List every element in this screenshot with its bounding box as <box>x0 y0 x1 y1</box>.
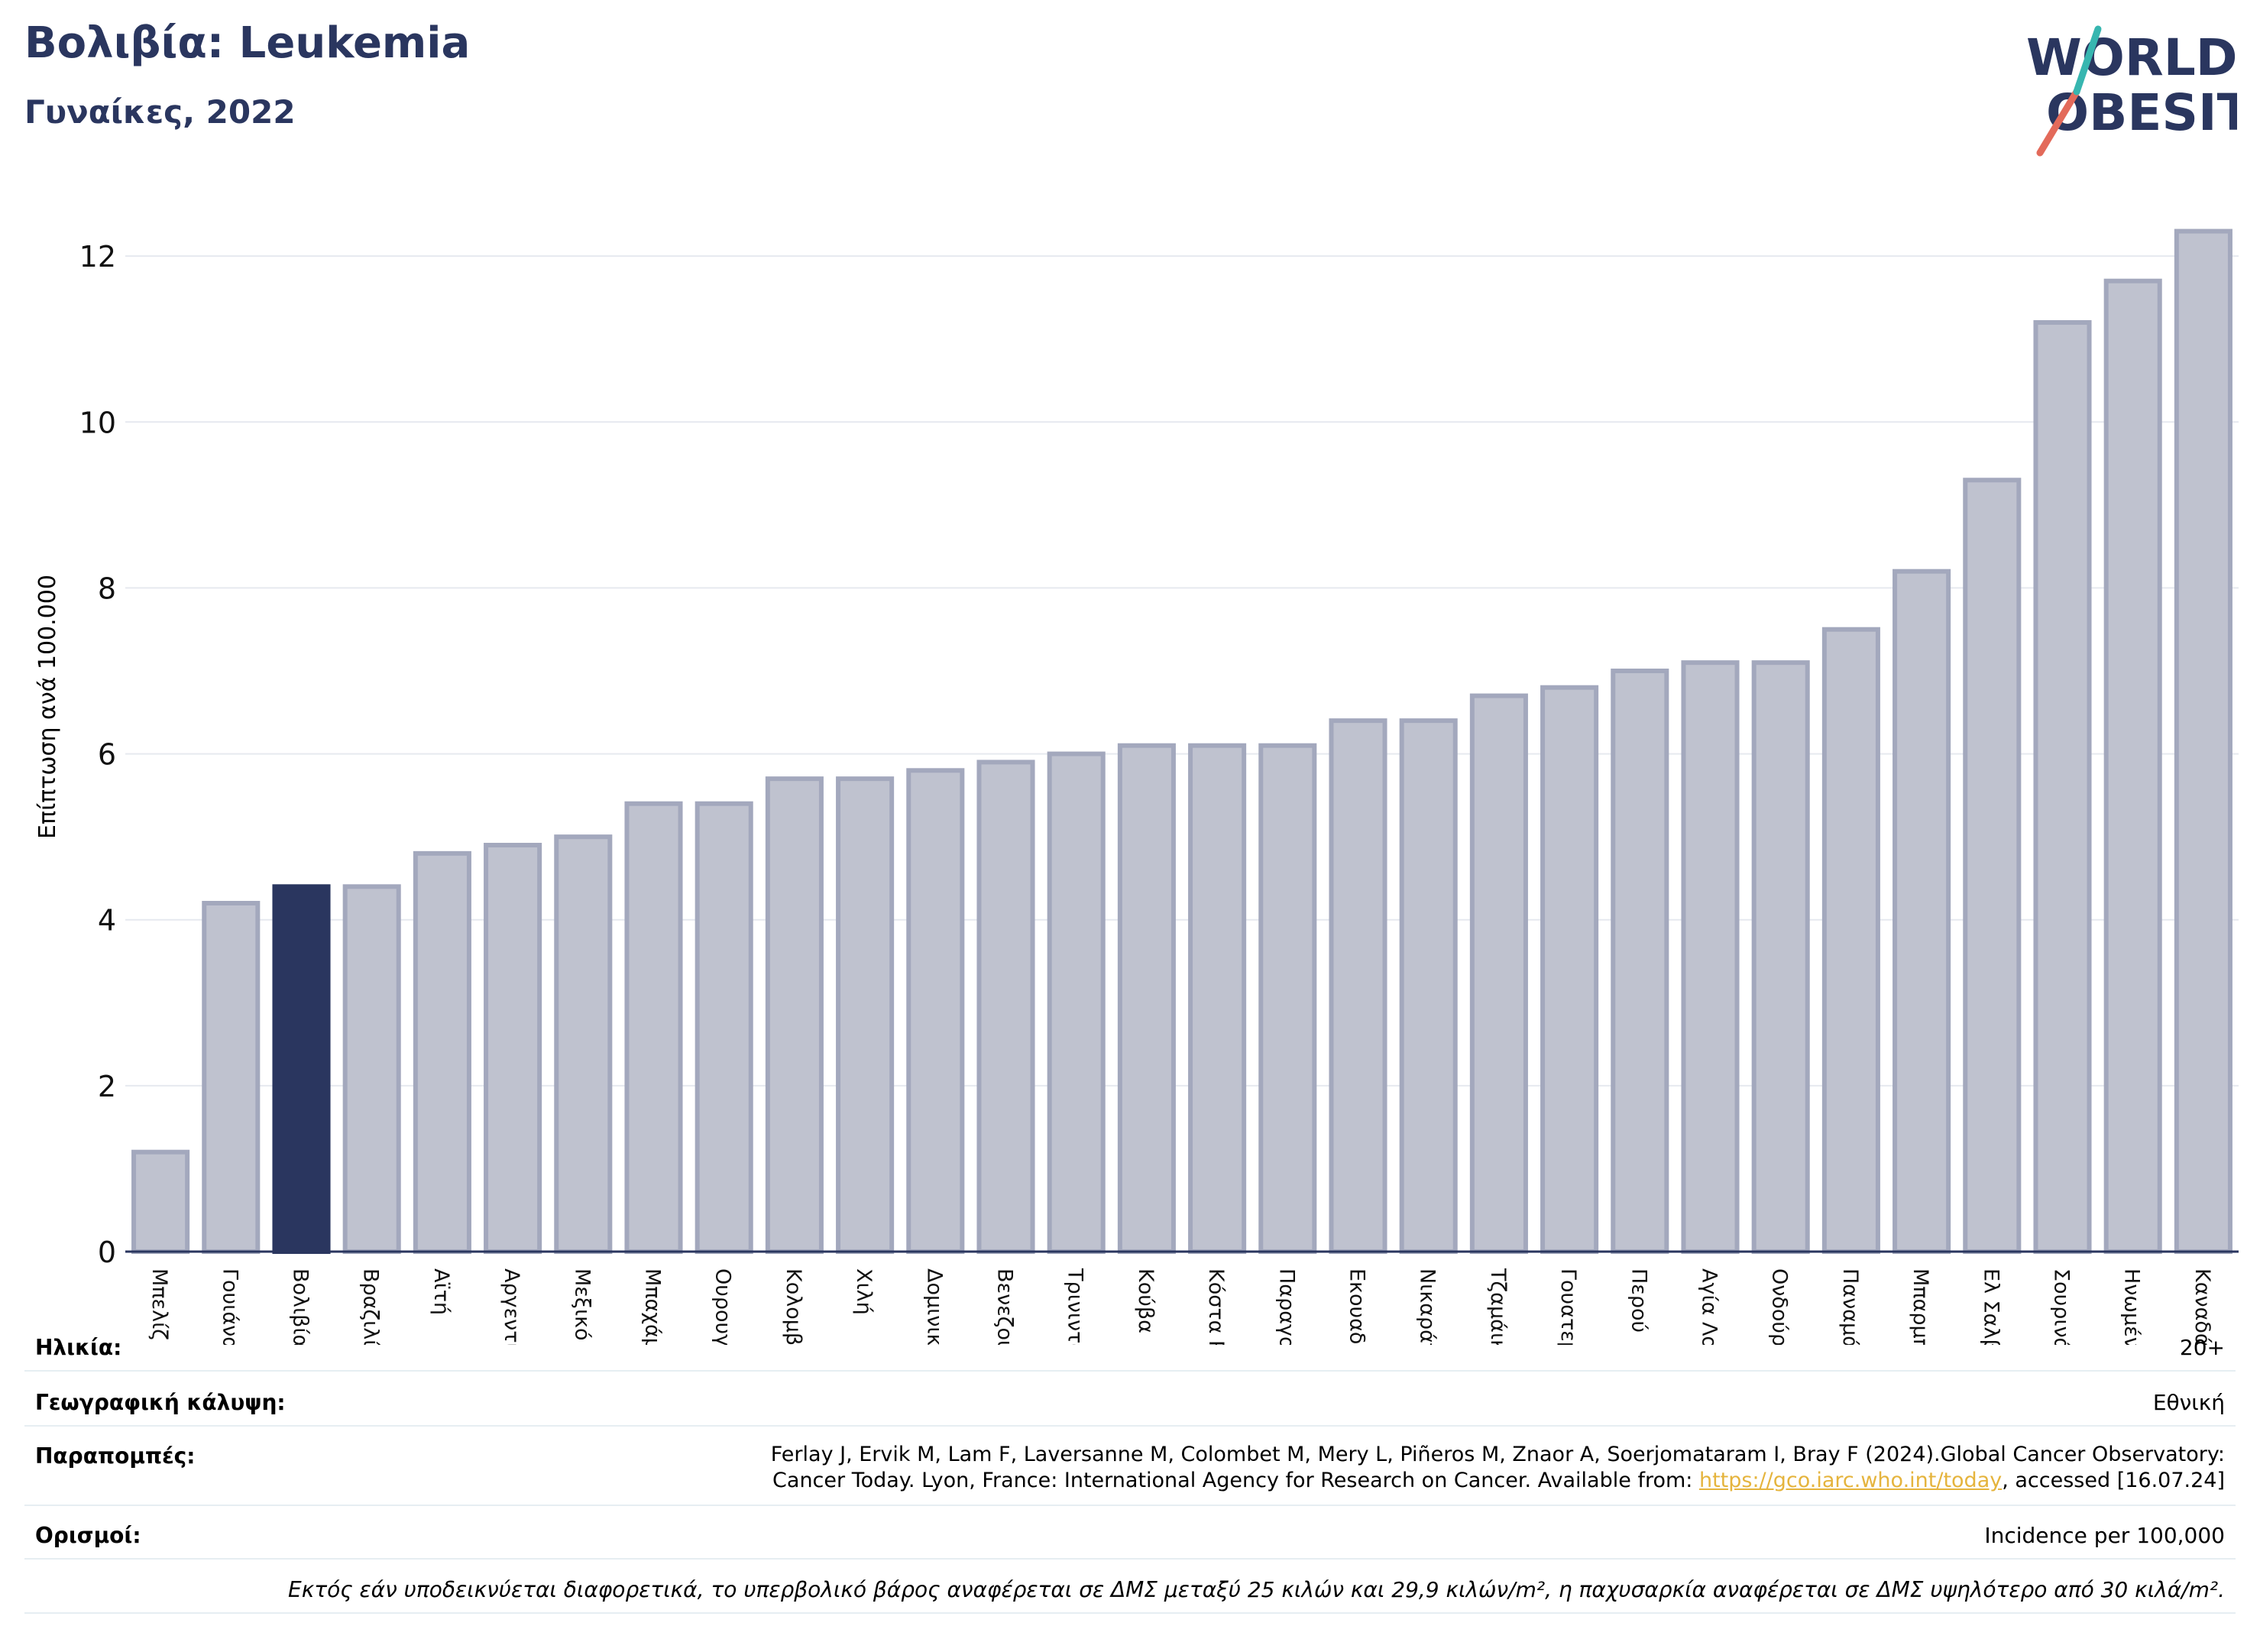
bar-5 <box>484 843 542 1254</box>
bar-21 <box>1611 669 1669 1254</box>
bar-chart: 0 2 4 6 8 10 12 Μπελίζ Γουιάνα Βολιβία Βραζιλία Αϊ… <box>34 228 2239 1345</box>
y-tick-label: 12 <box>79 240 116 274</box>
bar-1 <box>202 901 261 1254</box>
bar-19 <box>1469 693 1528 1254</box>
x-tick-label: Χιλή <box>852 1268 876 1315</box>
meta-age-row: Ηλικία: 20+ <box>24 1318 2236 1372</box>
x-tick-label: Δομινικανή Δημοκρατία <box>922 1268 946 1345</box>
x-tick-label: Μπαρμπάντος <box>1909 1268 1932 1345</box>
y-axis-ticks: 0 2 4 6 8 10 12 <box>79 240 116 1269</box>
x-tick-label: Τρινιντάντ και Τομπάγκο <box>1064 1268 1087 1345</box>
x-tick-label: Ελ Σαλβαδόρ <box>1979 1268 2003 1345</box>
y-tick-label: 2 <box>98 1070 116 1103</box>
bar-26 <box>1963 478 2022 1254</box>
x-tick-label: Παναμάς <box>1838 1268 1862 1345</box>
bar-12 <box>976 760 1035 1254</box>
bar-3 <box>342 884 401 1255</box>
coverage-value: Εθνική <box>2152 1390 2225 1415</box>
bar-28 <box>2103 278 2162 1255</box>
bar-14 <box>1117 743 1176 1254</box>
chart-subtitle: Γυναίκες, 2022 <box>24 93 296 131</box>
x-tick-label: Καναδάς <box>2190 1268 2214 1345</box>
bar-20 <box>1540 685 1599 1254</box>
bar-24 <box>1821 627 1880 1254</box>
y-axis-label: Επίπτωση ανά 100.000 <box>34 575 61 839</box>
x-tick-label: Γουιάνα <box>218 1268 241 1345</box>
x-tick-label: Κόστα Ρίκα <box>1204 1268 1228 1345</box>
x-tick-label: Ονδούρα <box>1768 1268 1792 1345</box>
references-line2: Cancer Today. Lyon, France: Internationa… <box>772 1469 2225 1492</box>
logo-line1: WORLD <box>2026 28 2237 87</box>
bar-2 <box>272 884 331 1255</box>
x-tick-label: Γουατεμάλα <box>1556 1268 1580 1345</box>
x-tick-label: Κούβα <box>1134 1268 1158 1333</box>
x-tick-label: Αργεντινή <box>500 1268 523 1345</box>
bar-18 <box>1399 718 1458 1254</box>
x-tick-label: Αγία Λουκία <box>1698 1268 1721 1345</box>
y-tick-label: 10 <box>79 406 116 439</box>
bar-11 <box>906 768 965 1254</box>
bar-23 <box>1751 660 1810 1254</box>
meta-definitions-row: Ορισμοί: Incidence per 100,000 <box>24 1506 2236 1560</box>
bar-10 <box>836 776 895 1254</box>
x-axis-labels: Μπελίζ Γουιάνα Βολιβία Βραζιλία Αϊτή Αργεντιν… <box>147 1268 2214 1345</box>
y-tick-label: 4 <box>98 904 116 938</box>
footnote-divider <box>24 1612 2236 1614</box>
bar-15 <box>1188 743 1247 1254</box>
x-tick-label: Αϊτή <box>429 1268 453 1315</box>
coverage-label: Γεωγραφική κάλυψη: <box>35 1390 286 1415</box>
x-tick-label: Μπαχάμες <box>641 1268 665 1345</box>
world-obesity-logo: WORLD OBESITY <box>2026 25 2237 157</box>
age-label: Ηλικία: <box>35 1335 122 1360</box>
bars <box>131 228 2232 1255</box>
bar-8 <box>695 801 753 1254</box>
x-tick-label: Εκουαδόρ <box>1345 1268 1369 1345</box>
bar-13 <box>1047 751 1106 1254</box>
bar-25 <box>1893 568 1951 1254</box>
x-tick-label: Μεξικό <box>570 1268 594 1341</box>
x-tick-label: Βραζιλία <box>359 1268 383 1345</box>
definitions-label: Ορισμοί: <box>35 1523 141 1548</box>
bar-22 <box>1681 660 1740 1254</box>
bar-4 <box>413 850 471 1255</box>
y-tick-label: 6 <box>98 738 116 772</box>
chart-title: Βολιβία: Leukemia <box>24 18 471 68</box>
bar-16 <box>1258 743 1317 1254</box>
bar-27 <box>2033 320 2092 1254</box>
x-tick-label: Νικαράγουα <box>1416 1268 1439 1345</box>
bar-9 <box>765 776 824 1254</box>
x-tick-label: Τζαμάικα <box>1486 1268 1510 1345</box>
references-link[interactable]: https://gco.iarc.who.int/today <box>1698 1469 2003 1492</box>
x-tick-label: Βενεζουέλα <box>993 1268 1017 1345</box>
age-value: 20+ <box>2179 1335 2225 1360</box>
references-value: Ferlay J, Ervik M, Lam F, Laversanne M, … <box>771 1442 2225 1494</box>
x-tick-label: Περού <box>1627 1268 1650 1333</box>
x-tick-label: Σουρινάμ <box>2050 1268 2074 1345</box>
bar-17 <box>1329 718 1387 1254</box>
x-tick-label: Ουρουγουάη <box>711 1268 735 1345</box>
references-label: Παραπομπές: <box>35 1443 196 1469</box>
x-tick-label: Μπελίζ <box>147 1268 171 1340</box>
x-tick-label: Παραγουάη <box>1274 1268 1298 1345</box>
x-tick-label: Βολιβία <box>289 1268 312 1345</box>
meta-references-row: Παραπομπές: Ferlay J, Ervik M, Lam F, La… <box>24 1427 2236 1506</box>
x-tick-label: Ηνωμένες Πολιτείες <box>2120 1268 2144 1345</box>
bar-0 <box>131 1149 190 1254</box>
meta-coverage-row: Γεωγραφική κάλυψη: Εθνική <box>24 1372 2236 1427</box>
bar-7 <box>624 801 683 1254</box>
y-tick-label: 8 <box>98 572 116 605</box>
x-tick-label: Κολομβία <box>782 1268 805 1345</box>
bar-6 <box>554 834 613 1254</box>
y-tick-label: 0 <box>98 1236 116 1269</box>
references-line1: Ferlay J, Ervik M, Lam F, Laversanne M, … <box>770 1443 2225 1466</box>
bar-29 <box>2174 228 2232 1255</box>
definitions-value: Incidence per 100,000 <box>1984 1523 2225 1548</box>
footnote: Εκτός εάν υποδεικνύεται διαφορετικά, το … <box>288 1577 2225 1602</box>
